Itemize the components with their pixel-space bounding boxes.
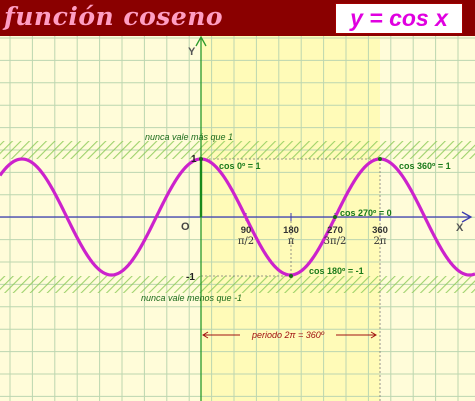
x-tick-360-deg: 360: [372, 225, 388, 236]
x-tick-270-rad: 3π/2: [324, 236, 347, 247]
y-tick-1: 1: [191, 154, 197, 165]
x-tick-360-rad: 2π: [374, 236, 387, 247]
below-min-band: [0, 276, 475, 293]
x-tick-180-rad: π: [288, 236, 295, 247]
above-max-band: [0, 141, 475, 159]
max-note: nunca vale más que 1: [145, 132, 233, 142]
y-tick-minus-1: -1: [186, 272, 195, 283]
min-note: nunca vale menos que -1: [141, 293, 242, 303]
arrow-left-icon: [202, 331, 209, 339]
graph-canvas: Y X O 1 -1 90 π/2 180 π 270 3π/2 360 2π …: [0, 36, 475, 401]
x-tick-270-deg: 270: [327, 225, 343, 236]
cos270-label: cos 270º = 0: [340, 208, 392, 218]
grid-lines: [0, 36, 475, 401]
cos180-label: cos 180º = -1: [309, 266, 364, 276]
cosine-curve: [0, 157, 475, 277]
cos0-label: cos 0º = 1: [219, 161, 261, 171]
point-cos360[interactable]: [378, 157, 382, 161]
x-tick-180-deg: 180: [283, 225, 299, 236]
point-cos180[interactable]: [289, 274, 293, 278]
arrow-right-icon: [370, 331, 377, 339]
x-tick-90-rad: π/2: [238, 236, 254, 247]
header-bar: función coseno y = cos x: [0, 0, 475, 36]
point-cos270[interactable]: [333, 215, 337, 219]
origin-label: O: [181, 221, 190, 233]
cos360-label: cos 360º = 1: [399, 161, 451, 171]
x-tick-90-deg: 90: [241, 225, 252, 236]
period-label: periodo 2π = 360º: [251, 330, 325, 340]
y-axis-arrow-icon: [195, 36, 207, 47]
x-axis-arrow-icon: [461, 211, 473, 223]
formula-label: y = cos x: [350, 5, 448, 31]
point-cos0[interactable]: [199, 157, 203, 161]
applet-title: función coseno: [4, 2, 224, 31]
y-axis-label: Y: [188, 46, 196, 58]
formula-box: y = cos x: [335, 3, 463, 34]
x-axis-label: X: [456, 222, 464, 234]
